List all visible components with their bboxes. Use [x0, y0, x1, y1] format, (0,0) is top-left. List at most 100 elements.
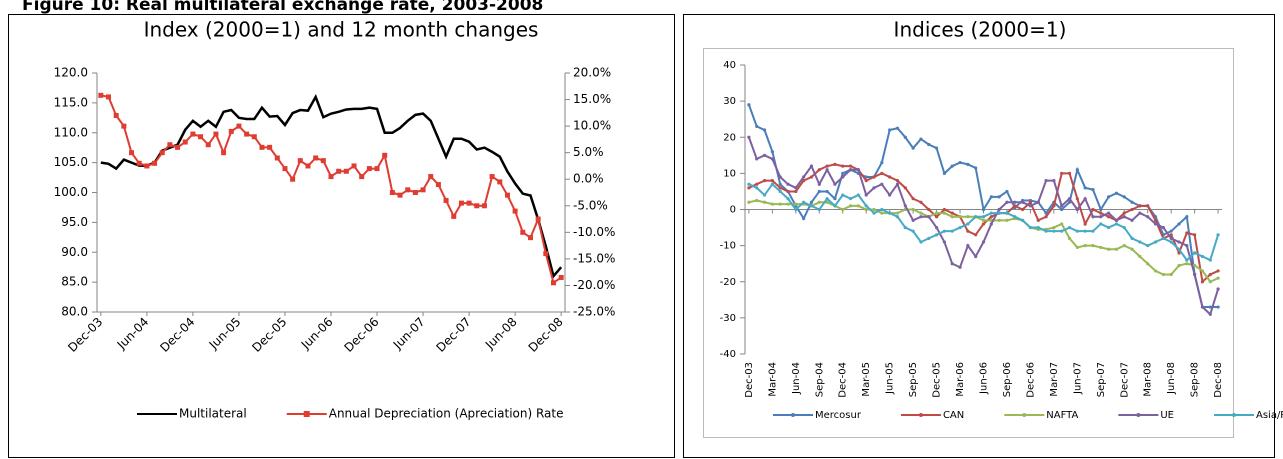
marker: [1193, 272, 1197, 277]
marker: [481, 203, 487, 209]
marker: [927, 236, 931, 240]
marker: [1107, 247, 1111, 251]
marker: [958, 265, 962, 269]
marker: [1091, 188, 1095, 192]
marker: [550, 280, 556, 286]
marker: [942, 207, 947, 212]
marker: [981, 240, 986, 244]
marker: [770, 179, 774, 183]
marker: [942, 229, 947, 233]
legend-label: NAFTA: [1046, 410, 1078, 421]
marker: [129, 150, 135, 156]
y2-tick-label: -25.0%: [573, 305, 615, 319]
y-tick-label: -30: [720, 313, 736, 324]
marker: [786, 182, 790, 186]
marker: [228, 128, 234, 134]
marker: [504, 192, 510, 198]
marker: [825, 197, 829, 201]
marker: [1044, 215, 1048, 219]
marker: [343, 168, 349, 174]
marker: [966, 162, 970, 166]
marker: [152, 160, 158, 166]
marker: [981, 215, 986, 219]
marker: [903, 135, 907, 139]
marker: [966, 215, 970, 219]
marker: [290, 176, 296, 182]
marker: [794, 202, 798, 206]
x-tick-label: Dec-04: [157, 315, 197, 355]
marker: [1036, 225, 1040, 230]
x-tick-label: Jun-06: [298, 315, 336, 353]
marker: [1075, 229, 1079, 233]
marker: [880, 160, 884, 165]
marker: [1177, 240, 1181, 244]
marker: [1169, 240, 1173, 244]
marker: [282, 166, 288, 172]
marker: [474, 203, 480, 209]
marker: [1200, 280, 1205, 284]
marker: [1044, 179, 1048, 183]
y-tick-label: 30: [723, 96, 736, 107]
x-tick-label: Dec-03: [744, 362, 755, 398]
marker: [762, 193, 767, 197]
marker: [997, 207, 1001, 212]
marker: [1208, 280, 1212, 284]
x-tick-label: Dec-04: [838, 362, 849, 398]
marker: [802, 216, 806, 221]
marker: [911, 218, 915, 222]
marker: [1130, 247, 1134, 251]
marker: [888, 193, 892, 197]
marker: [848, 164, 853, 168]
marker: [213, 131, 219, 137]
marker: [1083, 222, 1087, 226]
marker: [535, 216, 541, 222]
marker: [880, 171, 884, 175]
y-tick-label: 10: [723, 168, 736, 179]
x-tick-label: Dec-08: [1213, 362, 1224, 398]
marker: [1130, 200, 1134, 204]
marker: [405, 187, 411, 193]
marker: [864, 193, 868, 197]
marker: [1130, 218, 1134, 222]
marker: [966, 229, 970, 233]
marker: [1005, 218, 1009, 222]
y-tick-label: 85.0: [61, 275, 88, 289]
y-tick-label: 120.0: [54, 66, 88, 80]
y2-tick-label: -10.0%: [573, 225, 615, 239]
marker: [1091, 244, 1095, 248]
marker: [527, 235, 533, 241]
marker: [817, 200, 821, 204]
marker: [1067, 197, 1072, 201]
marker: [1028, 200, 1033, 204]
marker: [167, 142, 173, 148]
marker: [778, 186, 782, 190]
marker: [848, 204, 853, 208]
marker: [1075, 245, 1079, 250]
marker: [336, 168, 342, 174]
marker: [359, 174, 365, 180]
marker: [1067, 171, 1072, 175]
chart-title: Indices (2000=1): [894, 18, 1067, 42]
marker: [1185, 244, 1189, 248]
marker: [1114, 218, 1119, 222]
marker: [1169, 229, 1173, 233]
marker: [989, 195, 993, 199]
marker: [1060, 229, 1064, 233]
marker: [466, 200, 472, 206]
marker: [794, 186, 798, 190]
marker: [872, 175, 876, 179]
marker: [1216, 305, 1220, 309]
marker: [1005, 189, 1009, 194]
marker: [113, 112, 119, 118]
marker: [966, 244, 970, 248]
y-tick-label: 115.0: [54, 95, 88, 109]
marker: [244, 131, 250, 137]
marker: [1193, 233, 1197, 237]
marker: [543, 251, 549, 257]
marker: [1083, 197, 1087, 201]
marker: [1114, 222, 1119, 226]
marker: [1099, 215, 1103, 219]
marker: [934, 233, 939, 237]
marker: [1044, 229, 1048, 233]
marker: [958, 215, 962, 219]
